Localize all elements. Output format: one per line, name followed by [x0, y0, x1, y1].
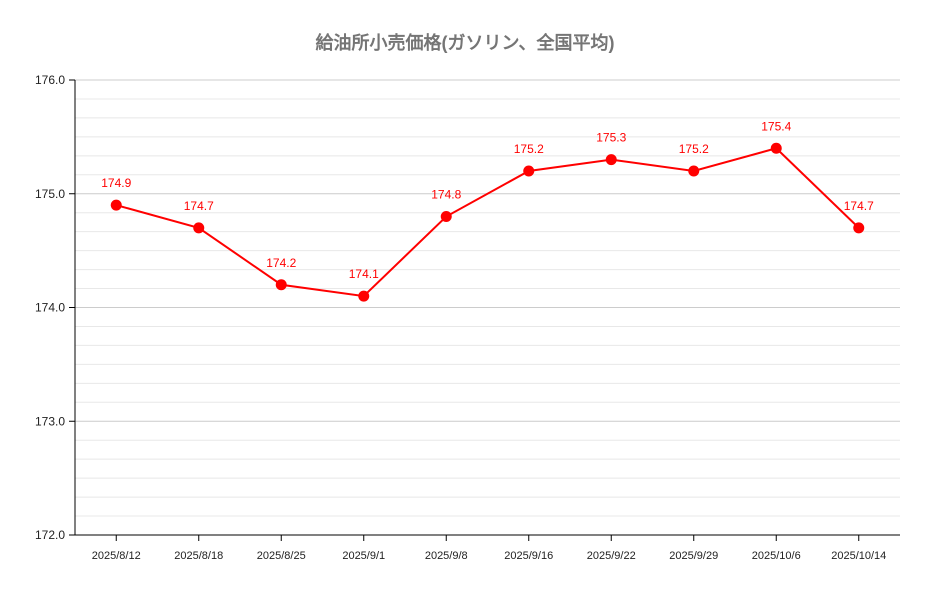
data-label: 175.2 [679, 142, 709, 156]
data-point [605, 154, 617, 166]
data-point [110, 199, 122, 211]
data-label: 174.1 [349, 267, 379, 281]
data-point [358, 290, 370, 302]
data-point [523, 165, 535, 177]
x-tick-label: 2025/8/25 [257, 550, 306, 562]
x-tick-label: 2025/9/22 [587, 550, 636, 562]
data-point [688, 165, 700, 177]
data-label: 174.9 [101, 176, 131, 190]
data-point [770, 142, 782, 154]
data-label: 175.4 [761, 119, 791, 133]
y-tick-label: 175.0 [35, 187, 65, 201]
chart-title: 給油所小売価格(ガソリン、全国平均) [316, 32, 615, 53]
data-point [275, 279, 287, 291]
x-tick-label: 2025/9/8 [425, 550, 468, 562]
data-label: 174.8 [431, 188, 461, 202]
data-label: 174.2 [266, 256, 296, 270]
series-line [115, 147, 860, 298]
data-label: 174.7 [844, 199, 874, 213]
data-point [193, 222, 205, 234]
x-tick-label: 2025/10/14 [831, 550, 886, 562]
data-label: 175.3 [596, 131, 626, 145]
x-tick-label: 2025/8/12 [92, 550, 141, 562]
data-point [853, 222, 865, 234]
x-tick-label: 2025/10/6 [752, 550, 801, 562]
x-tick-label: 2025/8/18 [174, 550, 223, 562]
y-tick-label: 173.0 [35, 414, 65, 428]
x-tick-label: 2025/9/16 [504, 550, 553, 562]
data-label: 174.7 [184, 199, 214, 213]
y-tick-label: 176.0 [35, 73, 65, 87]
y-tick-label: 172.0 [35, 528, 65, 542]
x-tick-label: 2025/9/29 [669, 550, 718, 562]
x-tick-label: 2025/9/1 [342, 550, 385, 562]
data-label: 175.2 [514, 142, 544, 156]
y-tick-label: 174.0 [35, 301, 65, 315]
data-point [440, 211, 452, 222]
